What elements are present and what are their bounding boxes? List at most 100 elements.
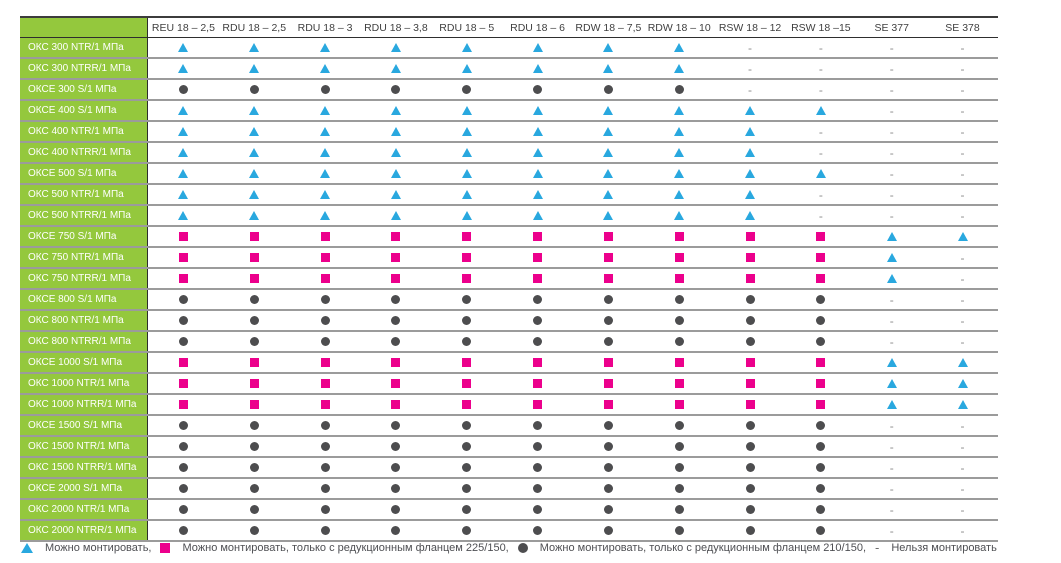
table-cell bbox=[290, 290, 361, 309]
table-row: ОКСЕ 2000 S/1 МПа - - bbox=[20, 479, 998, 500]
table-cell bbox=[290, 101, 361, 120]
table-row: ОКС 400 NTR/1 МПа - - - bbox=[20, 122, 998, 143]
table-cell bbox=[360, 395, 431, 414]
table-cell bbox=[502, 185, 573, 204]
circle-icon bbox=[674, 337, 684, 346]
triangle-icon bbox=[674, 64, 685, 73]
table-cell bbox=[785, 332, 856, 351]
table-cell: - bbox=[856, 311, 927, 330]
table-cell: - bbox=[927, 416, 998, 435]
square-icon bbox=[249, 232, 259, 241]
circle-icon bbox=[533, 442, 543, 451]
triangle-icon bbox=[532, 148, 543, 157]
table-cell bbox=[856, 395, 927, 414]
table-cell bbox=[290, 227, 361, 246]
table-cell: - bbox=[856, 479, 927, 498]
triangle-icon bbox=[603, 169, 614, 178]
table-row: ОКСЕ 500 S/1 МПа - - bbox=[20, 164, 998, 185]
table-cell bbox=[644, 122, 715, 141]
dash-icon: - bbox=[960, 418, 965, 433]
circle-icon bbox=[249, 337, 259, 346]
circle-icon bbox=[533, 526, 543, 535]
circle-icon bbox=[462, 484, 472, 493]
table-cell bbox=[219, 80, 290, 99]
square-icon bbox=[816, 379, 826, 388]
table-body: ОКС 300 NTR/1 МПа - - - - ОКС 300 NTRR/1 МПа -… bbox=[20, 38, 998, 542]
table-cell bbox=[431, 248, 502, 267]
table-cell bbox=[431, 458, 502, 477]
table-cell: - bbox=[927, 143, 998, 162]
dash-icon: - bbox=[960, 208, 965, 223]
row-header: ОКС 1000 NTRR/1 МПа bbox=[20, 395, 148, 414]
square-icon bbox=[320, 400, 330, 409]
table-cell bbox=[644, 206, 715, 225]
table-cell bbox=[502, 164, 573, 183]
table-row: ОКС 300 NTR/1 МПа - - - - bbox=[20, 38, 998, 59]
circle-icon bbox=[249, 295, 259, 304]
circle-icon bbox=[745, 421, 755, 430]
square-icon bbox=[391, 274, 401, 283]
table-cell bbox=[644, 437, 715, 456]
table-cell bbox=[644, 458, 715, 477]
circle-icon bbox=[745, 463, 755, 472]
triangle-icon bbox=[249, 148, 260, 157]
triangle-icon bbox=[957, 232, 968, 241]
table-cell bbox=[219, 479, 290, 498]
triangle-icon bbox=[886, 400, 897, 409]
dash-icon: - bbox=[818, 145, 823, 160]
table-cell: - bbox=[927, 80, 998, 99]
triangle-icon bbox=[178, 148, 189, 157]
circle-icon bbox=[320, 295, 330, 304]
dash-icon: - bbox=[960, 502, 965, 517]
table-row: ОКС 750 NTR/1 МПа - bbox=[20, 248, 998, 269]
table-cell bbox=[502, 122, 573, 141]
circle-icon bbox=[249, 421, 259, 430]
square-icon bbox=[816, 358, 826, 367]
square-icon bbox=[816, 232, 826, 241]
dash-icon: - bbox=[889, 502, 894, 517]
dash-icon: - bbox=[889, 40, 894, 55]
table-cell bbox=[644, 374, 715, 393]
circle-icon bbox=[391, 316, 401, 325]
table-cell bbox=[219, 416, 290, 435]
circle-icon bbox=[320, 463, 330, 472]
square-icon bbox=[462, 358, 472, 367]
table-cell bbox=[148, 479, 219, 498]
circle-icon bbox=[674, 85, 684, 94]
table-cell bbox=[148, 374, 219, 393]
table-cell bbox=[290, 437, 361, 456]
table-cell bbox=[785, 164, 856, 183]
table-row: ОКС 800 NTRR/1 МПа - - bbox=[20, 332, 998, 353]
triangle-icon bbox=[249, 169, 260, 178]
circle-icon bbox=[603, 85, 613, 94]
table-cell bbox=[573, 479, 644, 498]
triangle-icon bbox=[249, 190, 260, 199]
column-header-10: SE 377 bbox=[874, 21, 909, 34]
circle-icon bbox=[745, 484, 755, 493]
table-cell: - bbox=[856, 290, 927, 309]
square-icon bbox=[462, 379, 472, 388]
table-cell bbox=[573, 437, 644, 456]
circle-icon bbox=[816, 337, 826, 346]
triangle-icon bbox=[603, 190, 614, 199]
circle-icon bbox=[533, 505, 543, 514]
table-cell bbox=[431, 395, 502, 414]
table-cell bbox=[715, 143, 786, 162]
table-cell: - bbox=[927, 437, 998, 456]
circle-icon bbox=[533, 484, 543, 493]
table-cell bbox=[431, 437, 502, 456]
table-cell bbox=[573, 185, 644, 204]
table-cell bbox=[360, 59, 431, 78]
table-cell bbox=[290, 458, 361, 477]
dash-icon: - bbox=[889, 292, 894, 307]
table-row: ОКСЕ 800 S/1 МПа - - bbox=[20, 290, 998, 311]
triangle-icon bbox=[320, 148, 331, 157]
table-row: ОКС 1500 NTR/1 МПа - - bbox=[20, 437, 998, 458]
square-icon bbox=[674, 379, 684, 388]
dash-icon: - bbox=[818, 187, 823, 202]
circle-icon bbox=[320, 337, 330, 346]
circle-icon bbox=[178, 421, 188, 430]
circle-icon bbox=[320, 526, 330, 535]
table-cell bbox=[644, 164, 715, 183]
table-cell bbox=[219, 143, 290, 162]
